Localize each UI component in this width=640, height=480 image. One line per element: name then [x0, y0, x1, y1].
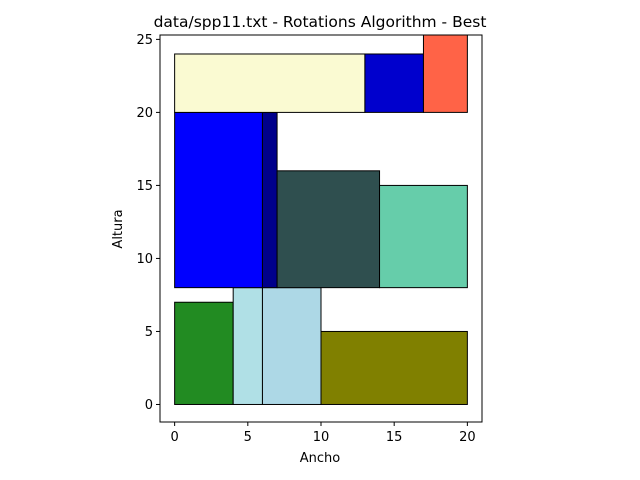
packed-rectangle-10: [364, 53, 424, 113]
y-axis-label: Altura: [111, 209, 126, 248]
x-tick-label: 10: [313, 430, 330, 445]
x-tick-label: 5: [244, 430, 252, 445]
y-tick-label: 15: [136, 179, 153, 194]
x-axis-label: Ancho: [300, 451, 341, 466]
packed-rectangle-4: [320, 330, 468, 405]
packed-rectangle-8: [379, 184, 468, 289]
x-tick-label: 15: [386, 430, 403, 445]
y-tick-label: 5: [145, 325, 153, 340]
chart-title: data/spp11.txt - Rotations Algorithm - B…: [154, 13, 487, 31]
y-axis: 0 5 10 15 20 25: [136, 33, 160, 413]
y-tick-label: 10: [136, 252, 153, 267]
x-axis: 0 5 10 15 20: [170, 422, 476, 445]
packed-rectangle-3: [261, 287, 322, 405]
y-tick-label: 0: [145, 398, 153, 413]
x-tick-label: 0: [170, 430, 178, 445]
packed-rectangle-9: [174, 53, 366, 113]
packed-rectangle-1: [174, 301, 234, 405]
packed-rectangle-11: [422, 35, 468, 113]
rectangles-group: [174, 35, 468, 405]
y-tick-label: 25: [136, 33, 153, 48]
packed-rectangle-2: [232, 287, 263, 405]
packed-rectangle-6: [261, 111, 278, 289]
packed-rectangle-7: [276, 170, 381, 289]
x-tick-label: 20: [459, 430, 476, 445]
y-tick-label: 20: [136, 106, 153, 121]
packed-rectangle-5: [174, 111, 263, 289]
